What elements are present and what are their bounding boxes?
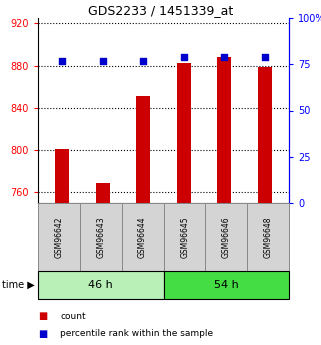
Point xyxy=(60,58,65,63)
Bar xyxy=(136,96,150,203)
Text: count: count xyxy=(60,312,86,321)
Point xyxy=(100,58,105,63)
Text: time ▶: time ▶ xyxy=(2,280,34,290)
Text: 46 h: 46 h xyxy=(88,280,113,290)
Text: GSM96642: GSM96642 xyxy=(55,216,64,258)
Text: GSM96646: GSM96646 xyxy=(222,216,231,258)
Text: GSM96648: GSM96648 xyxy=(264,216,273,258)
Text: 54 h: 54 h xyxy=(214,280,239,290)
Bar xyxy=(217,57,231,203)
Bar xyxy=(55,149,69,203)
Text: ■: ■ xyxy=(38,328,47,338)
Text: percentile rank within the sample: percentile rank within the sample xyxy=(60,329,213,338)
Text: GSM96643: GSM96643 xyxy=(96,216,105,258)
Text: ■: ■ xyxy=(38,311,47,321)
Point xyxy=(262,54,267,60)
Bar xyxy=(258,67,272,203)
Bar xyxy=(177,63,191,203)
Text: GDS2233 / 1451339_at: GDS2233 / 1451339_at xyxy=(88,4,233,17)
Point xyxy=(141,58,146,63)
Text: GSM96645: GSM96645 xyxy=(180,216,189,258)
Text: GSM96644: GSM96644 xyxy=(138,216,147,258)
Bar xyxy=(96,183,110,203)
Point xyxy=(222,54,227,60)
Point xyxy=(181,54,186,60)
